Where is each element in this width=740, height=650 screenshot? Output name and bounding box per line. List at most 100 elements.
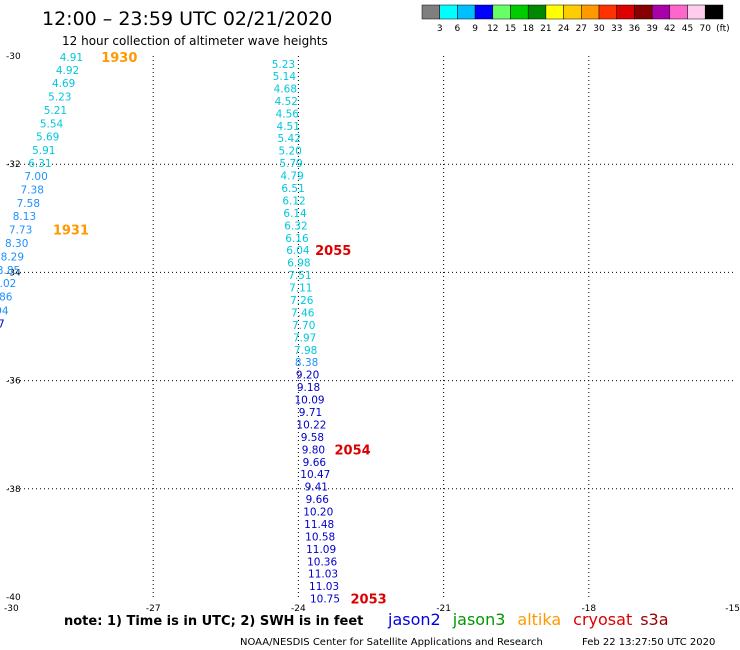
wave-height-point: 9.66 bbox=[306, 494, 330, 506]
wave-height-point: 7.11 bbox=[289, 283, 312, 295]
x-tick-label: -18 bbox=[581, 604, 596, 614]
legend-jason2: jason2 bbox=[387, 610, 441, 629]
colorbar-swatch bbox=[545, 4, 564, 20]
wave-height-point: 11.03 bbox=[309, 581, 339, 593]
x-tick-label: -24 bbox=[291, 604, 306, 614]
colorbar-swatch bbox=[474, 4, 494, 20]
wave-height-point: 5.21 bbox=[44, 105, 67, 117]
wave-height-point: 7.38 bbox=[21, 185, 44, 197]
wave-height-point: 11.03 bbox=[308, 569, 338, 581]
wave-height-point: 8.02 bbox=[0, 278, 16, 290]
colorbar-swatch bbox=[598, 4, 617, 20]
plot-grid bbox=[8, 56, 734, 597]
wave-height-point: 4.52 bbox=[275, 96, 298, 108]
wave-height-point: 7.97 bbox=[293, 332, 316, 344]
wave-height-point: 4.92 bbox=[56, 65, 79, 77]
colorbar-label: 70 bbox=[699, 24, 711, 34]
wave-height-point: 7.70 bbox=[292, 320, 315, 332]
x-tick-label: -30 bbox=[4, 604, 19, 614]
wave-height-point: 9.67 bbox=[0, 332, 1, 344]
colorbar-label: 21 bbox=[540, 24, 551, 34]
wave-height-point: 7.26 bbox=[290, 295, 314, 307]
colorbar-swatch bbox=[634, 4, 653, 20]
colorbar-label: 33 bbox=[611, 24, 622, 34]
colorbar-label: 30 bbox=[593, 24, 605, 34]
colorbar-label: 45 bbox=[682, 24, 693, 34]
wave-height-values: 4.914.924.695.235.215.545.695.916.317.00… bbox=[0, 52, 340, 606]
wave-height-point: 9.66 bbox=[303, 457, 327, 469]
colorbar-label: 27 bbox=[576, 24, 587, 34]
wave-height-point: 6.04 bbox=[286, 245, 310, 257]
colorbar-swatch bbox=[581, 4, 600, 20]
wave-height-point: 10.75 bbox=[310, 594, 340, 606]
timestamp-text: Feb 22 13:27:50 UTC 2020 bbox=[582, 637, 715, 648]
wave-height-point: 4.51 bbox=[277, 121, 300, 133]
wave-height-point: 6.12 bbox=[282, 195, 305, 207]
wave-height-point: 8.30 bbox=[5, 238, 28, 250]
wave-height-point: 8.94 bbox=[0, 305, 9, 317]
wave-height-point: 4.91 bbox=[60, 52, 83, 64]
wave-height-point: 6.16 bbox=[285, 233, 309, 245]
colorbar-label: 36 bbox=[629, 24, 641, 34]
wave-height-point: 9.80 bbox=[302, 444, 325, 456]
wave-height-point: 4.56 bbox=[276, 108, 300, 120]
wave-height-point: 7.46 bbox=[291, 307, 315, 319]
wave-height-point: 10.09 bbox=[295, 395, 325, 407]
satellite-legend: jason2 jason3 altika cryosat s3a bbox=[387, 610, 669, 629]
wave-height-point: 4.68 bbox=[274, 83, 297, 95]
time-label: 2054 bbox=[335, 443, 371, 458]
wave-height-point: 5.23 bbox=[48, 92, 71, 104]
colorbar-swatch bbox=[687, 4, 706, 20]
wave-height-point: 6.14 bbox=[283, 208, 307, 220]
wave-height-point: 6.31 bbox=[28, 158, 51, 170]
colorbar-swatch bbox=[616, 4, 635, 20]
wave-height-point: 5.54 bbox=[40, 119, 64, 131]
wave-height-point: 4.69 bbox=[52, 78, 75, 90]
colorbar-swatch bbox=[527, 4, 547, 20]
wave-height-point: 5.79 bbox=[279, 158, 302, 170]
colorbar-swatch bbox=[669, 4, 688, 20]
time-label: 1930 bbox=[101, 51, 137, 66]
wave-height-point: 7.51 bbox=[288, 270, 311, 282]
wave-height-point: 7.73 bbox=[9, 225, 32, 237]
wave-height-point: 7.00 bbox=[24, 171, 47, 183]
colorbar-label: 39 bbox=[646, 24, 658, 34]
x-tick-label: -21 bbox=[436, 604, 451, 614]
wave-height-point: 8.85 bbox=[0, 265, 20, 277]
colorbar-swatch bbox=[651, 4, 671, 20]
wave-height-point: 7.58 bbox=[17, 198, 40, 210]
wave-height-point: 5.23 bbox=[272, 59, 295, 71]
x-tick-label: -27 bbox=[146, 604, 161, 614]
colorbar-label: 24 bbox=[558, 24, 570, 34]
time-labels: 1930 1931 2055 2054 2053 bbox=[53, 51, 387, 608]
wave-height-point: 5.91 bbox=[32, 145, 55, 157]
wave-height-point: 8.13 bbox=[13, 211, 36, 223]
colorbar-label: 15 bbox=[505, 24, 516, 34]
wave-height-point: 9.71 bbox=[299, 407, 322, 419]
wave-height-point: 8.38 bbox=[295, 357, 318, 369]
colorbar-label: 3 bbox=[437, 24, 443, 34]
wave-height-point: 9.20 bbox=[296, 370, 319, 382]
axis-ticks: -30-32-34-36-38-40-30 -27 -24 -21 -18 -15 bbox=[4, 52, 740, 614]
wave-height-point: 8.29 bbox=[1, 252, 24, 264]
colorbar-label: 18 bbox=[522, 24, 534, 34]
colorbar-swatch bbox=[510, 4, 529, 20]
x-tick-label: -15 bbox=[725, 604, 740, 614]
time-label: 2055 bbox=[315, 244, 351, 259]
y-tick-label: -32 bbox=[6, 160, 21, 170]
legend-s3a: s3a bbox=[640, 610, 668, 629]
wave-height-point: 4.79 bbox=[280, 171, 303, 183]
y-tick-label: -36 bbox=[6, 377, 21, 387]
chart-title: 12:00 – 23:59 UTC 02/21/2020 bbox=[42, 8, 332, 30]
colorbar: 3 6 9 12 15 18 21 24 27 30 33 36 39 42 45 70 (ft) bbox=[421, 4, 730, 34]
time-label: 1931 bbox=[53, 224, 89, 239]
time-label: 2053 bbox=[350, 593, 386, 608]
colorbar-label: (ft) bbox=[716, 24, 730, 34]
wave-height-point: 6.98 bbox=[287, 258, 310, 270]
colorbar-swatch bbox=[421, 4, 440, 20]
wave-height-point: 5.42 bbox=[278, 133, 301, 145]
colorbar-label: 9 bbox=[472, 24, 478, 34]
y-tick-label: -30 bbox=[6, 52, 21, 62]
wave-height-point: 10.58 bbox=[305, 531, 335, 543]
